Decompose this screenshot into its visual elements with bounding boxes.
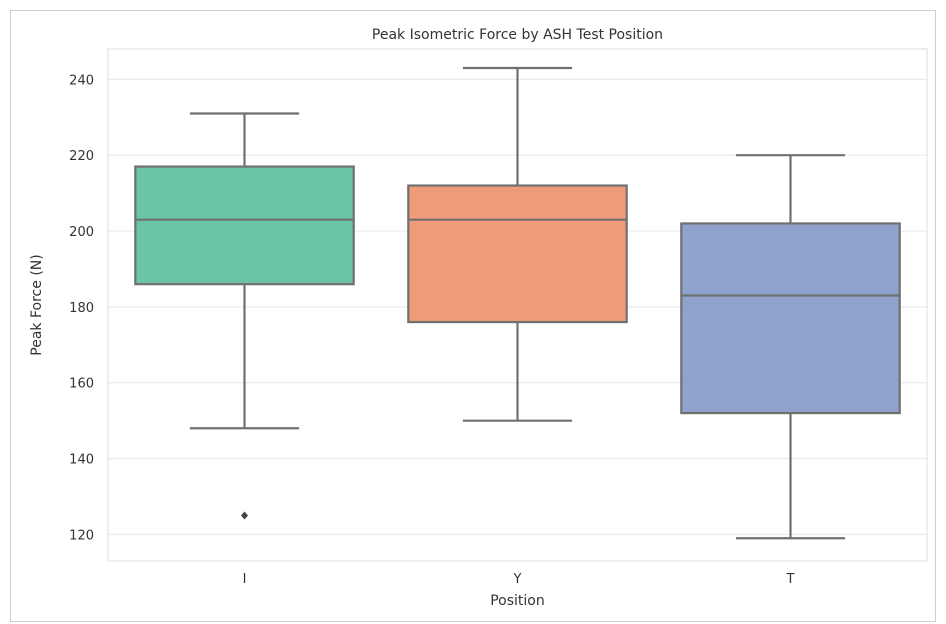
iqr-box bbox=[680, 222, 901, 415]
y-tick-label: 180 bbox=[69, 301, 94, 316]
x-tick-label: I bbox=[243, 572, 247, 587]
box-T bbox=[680, 154, 901, 540]
iqr-box bbox=[134, 165, 355, 286]
x-tick-label: Y bbox=[513, 572, 522, 587]
y-tick-label: 140 bbox=[69, 453, 94, 468]
y-axis-ticks: 120 140 160 180 200 220 240 bbox=[69, 73, 94, 543]
box-Y bbox=[407, 66, 628, 422]
x-tick-label: T bbox=[786, 572, 795, 587]
y-tick-label: 220 bbox=[69, 149, 94, 164]
iqr-box bbox=[407, 184, 628, 324]
plot-area-border bbox=[107, 48, 928, 562]
box-series bbox=[134, 66, 901, 540]
x-axis-title: Position bbox=[490, 593, 545, 609]
box-plot-chart: 120 140 160 180 200 220 240 I Y T Peak Isometric… bbox=[29, 27, 928, 609]
y-axis-title: Peak Force (N) bbox=[29, 254, 45, 355]
chart-frame: 120 140 160 180 200 220 240 I Y T Peak Isometric… bbox=[10, 10, 936, 622]
outlier-point bbox=[241, 511, 248, 520]
box-I bbox=[134, 112, 355, 520]
chart-title: Peak Isometric Force by ASH Test Positio… bbox=[372, 27, 663, 43]
y-tick-label: 160 bbox=[69, 377, 94, 392]
y-tick-label: 240 bbox=[69, 73, 94, 88]
y-tick-label: 120 bbox=[69, 528, 94, 543]
y-tick-label: 200 bbox=[69, 225, 94, 240]
